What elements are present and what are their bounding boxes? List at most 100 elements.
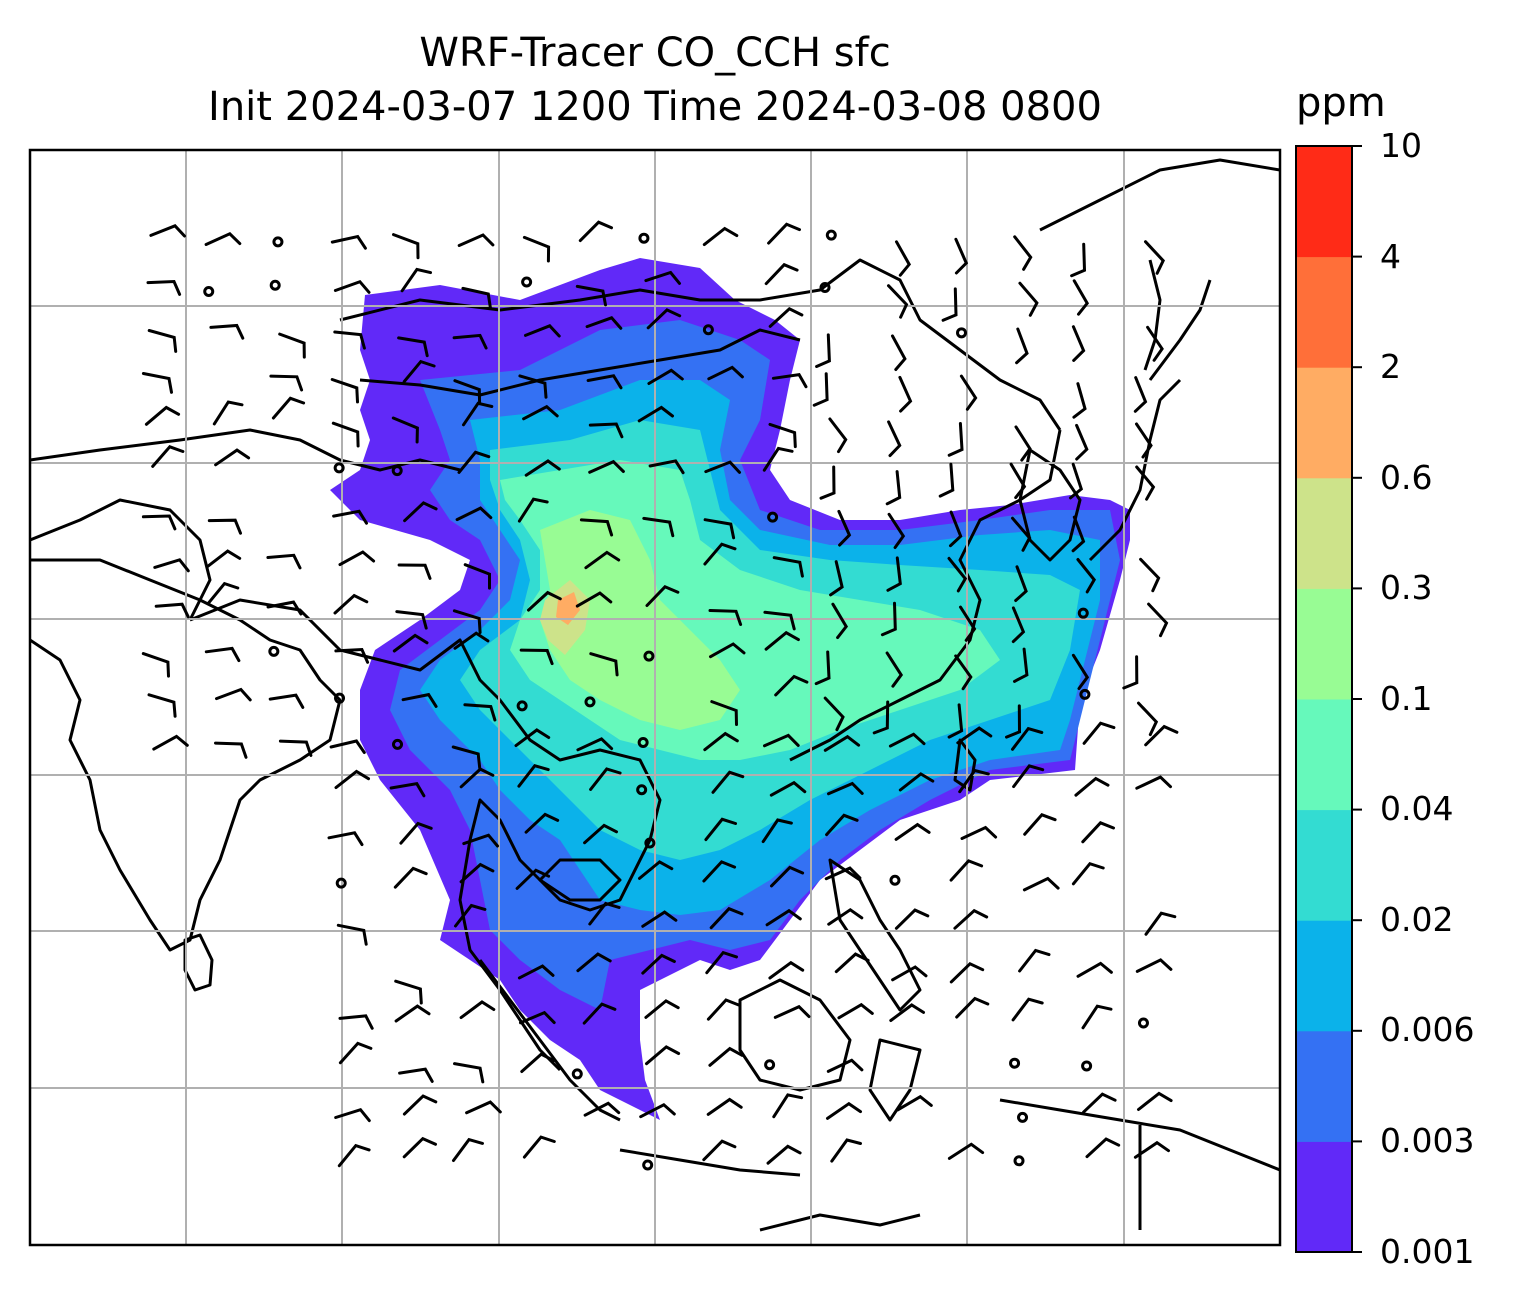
wind-barb [823,734,861,752]
wind-barb [271,396,306,420]
japan-honshu [1088,378,1182,562]
wind-barb [575,591,613,608]
wind-barb [583,1101,621,1117]
wind-barb [772,556,804,578]
wind-barb [646,308,682,330]
wind-barb [702,860,737,883]
calm-wind-marker [637,736,649,748]
wind-barb [812,372,829,407]
colorbar-segment [1296,146,1352,258]
wind-barb [527,590,562,612]
wind-barb [1013,235,1033,271]
colorbar-segment [1296,699,1352,811]
japan-hokkaido [1148,279,1212,381]
wind-barb [769,780,807,797]
wind-barb [1074,776,1110,797]
colorbar-segment [1296,477,1352,589]
wind-barb [887,420,902,458]
wind-barb [519,1010,556,1025]
calm-wind-marker [516,700,528,712]
calm-wind-marker [956,327,968,339]
wind-barb [579,518,614,537]
wind-barb [815,333,831,368]
wind-barb [1135,958,1173,973]
wind-barb [457,233,495,247]
wind-barb [872,700,890,735]
wind-barb [1135,465,1156,501]
colorbar-tick-0-04: 0.04 [1380,789,1454,828]
wind-barb [588,459,625,474]
calm-wind-marker [638,232,650,244]
wind-barb [1005,704,1022,739]
wind-barb [329,739,366,754]
wind-barb [452,333,488,350]
wind-barb [947,1142,985,1160]
wind-barb [153,558,190,573]
wind-barb [762,446,794,472]
wind-barb [333,593,369,615]
wind-barb [338,550,376,567]
wind-barb [393,866,428,889]
wind-barb [582,1002,617,1025]
wind-barb [463,563,491,590]
wind-barb [880,601,897,637]
wind-barb [828,417,848,454]
wind-barb [392,633,429,653]
wind-barb [1137,1091,1173,1111]
wind-barb [1076,558,1097,594]
wind-barb [204,232,242,246]
wind-barb [1013,647,1029,683]
colorbar-segment [1296,809,1352,921]
wind-barb [147,693,177,718]
colorbar-tick-0-6: 0.6 [1380,458,1433,497]
wind-barb [522,404,559,421]
calm-wind-marker [272,236,284,248]
wind-barb [459,862,495,884]
wind-barb [1022,876,1060,892]
wind-barb [889,1003,925,1022]
colorbar-tick-0-3: 0.3 [1380,568,1433,607]
title-line-2: Init 2024-03-07 1200 Time 2024-03-08 080… [208,84,1102,130]
wind-barb [457,450,491,474]
wind-barb [823,696,845,732]
wind-barb [397,336,429,358]
wind-barb [949,510,963,548]
wind-barb [648,459,685,475]
wind-barb [395,610,428,630]
wind-barb [1072,382,1087,419]
wind-barb [773,1004,811,1019]
wind-barb [709,642,746,659]
wind-barb [392,233,420,260]
wind-barb [831,602,849,640]
wind-barb [710,700,738,726]
wind-barb [947,422,964,457]
calm-wind-marker [644,837,656,849]
wind-barb [278,332,306,359]
wind-barb [702,1139,737,1162]
wind-barb [645,585,680,607]
wind-barb [766,1144,802,1165]
wind-barb [826,1101,862,1120]
wind-barb [704,460,741,474]
wind-barb [837,1002,874,1020]
wind-barb [886,556,902,592]
wind-barb [146,279,182,296]
wind-barb [1133,1140,1170,1159]
wind-barb [266,600,303,616]
colorbar-segment [1296,1141,1352,1253]
wind-barb [1135,422,1153,459]
wind-barb [334,769,370,790]
wind-barb [452,609,482,634]
southeast-asia-mainland [458,699,662,1072]
wind-barb [1018,948,1051,973]
wind-barb [708,609,743,626]
wind-barb [1081,821,1115,844]
wind-barb [1069,462,1084,500]
wind-barb [764,630,800,651]
calm-wind-marker [643,650,655,662]
map-frame [28,148,1282,1247]
wind-barb [397,563,432,580]
title-line-1: WRF-Tracer CO_CCH sfc [419,30,891,76]
wind-barb [829,560,844,597]
